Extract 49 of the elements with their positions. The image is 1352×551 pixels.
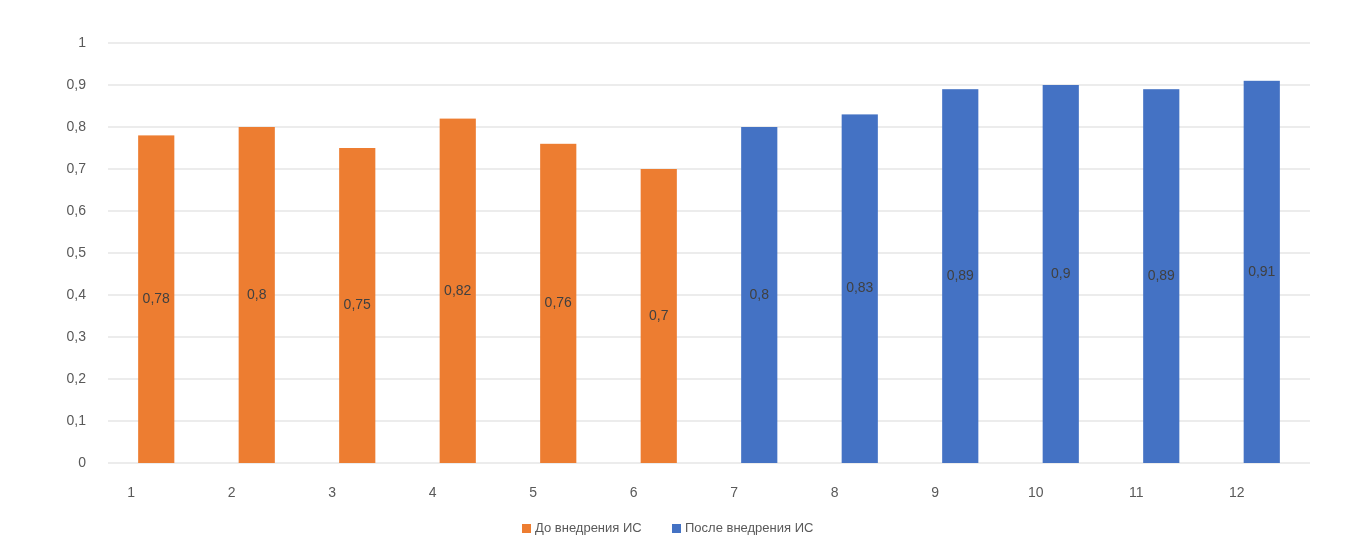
bar — [741, 127, 778, 463]
y-tick-label: 0,7 — [66, 159, 87, 176]
x-tick-label: 8 — [830, 484, 839, 500]
bar — [640, 169, 677, 463]
y-tick-label: 0,2 — [66, 369, 87, 386]
bar — [841, 114, 878, 463]
legend-label: До внедрения ИС — [535, 520, 642, 536]
y-tick-label: 0,3 — [66, 327, 87, 344]
y-tick-label: 0 — [78, 453, 87, 470]
data-label: 0,8 — [247, 285, 267, 302]
y-tick-label: 0,4 — [66, 285, 87, 302]
x-tick-label: 7 — [730, 484, 739, 500]
y-tick-label: 0,8 — [66, 117, 87, 134]
data-label: 0,89 — [946, 266, 975, 283]
x-tick-label: 2 — [227, 484, 236, 500]
x-tick-label: 4 — [428, 484, 437, 500]
data-label: 0,9 — [1051, 264, 1071, 281]
x-tick-label: 1 — [127, 484, 136, 500]
bar — [1143, 89, 1180, 463]
data-label: 0,83 — [846, 279, 874, 296]
y-tick-label: 0,5 — [66, 243, 87, 260]
y-tick-label: 0,9 — [66, 75, 87, 92]
y-tick-label: 1 — [78, 33, 87, 50]
bar — [1243, 80, 1280, 463]
legend-label: После внедрения ИС — [685, 520, 814, 536]
data-label: 0,82 — [444, 281, 472, 298]
bar — [540, 143, 577, 463]
bar — [138, 135, 175, 463]
data-label: 0,7 — [649, 306, 669, 323]
bar — [238, 127, 275, 463]
data-label: 0,76 — [544, 294, 573, 311]
data-label: 0,89 — [1147, 266, 1176, 283]
bar — [339, 148, 376, 463]
x-tick-label: 5 — [529, 484, 538, 500]
x-tick-label: 10 — [1027, 484, 1044, 500]
data-label: 0,75 — [343, 296, 372, 313]
y-tick-label: 0,6 — [66, 201, 87, 218]
data-label: 0,78 — [142, 289, 171, 306]
x-tick-label: 9 — [931, 484, 940, 500]
x-tick-label: 12 — [1228, 484, 1245, 500]
x-tick-label: 11 — [1128, 484, 1144, 500]
bar — [439, 118, 476, 463]
x-tick-label: 3 — [328, 484, 337, 500]
bar — [1042, 85, 1079, 463]
x-tick-label: 6 — [629, 484, 638, 500]
data-label: 0,8 — [749, 285, 770, 302]
data-label: 0,91 — [1248, 262, 1276, 279]
y-tick-label: 0,1 — [66, 411, 87, 428]
bar — [942, 89, 979, 463]
